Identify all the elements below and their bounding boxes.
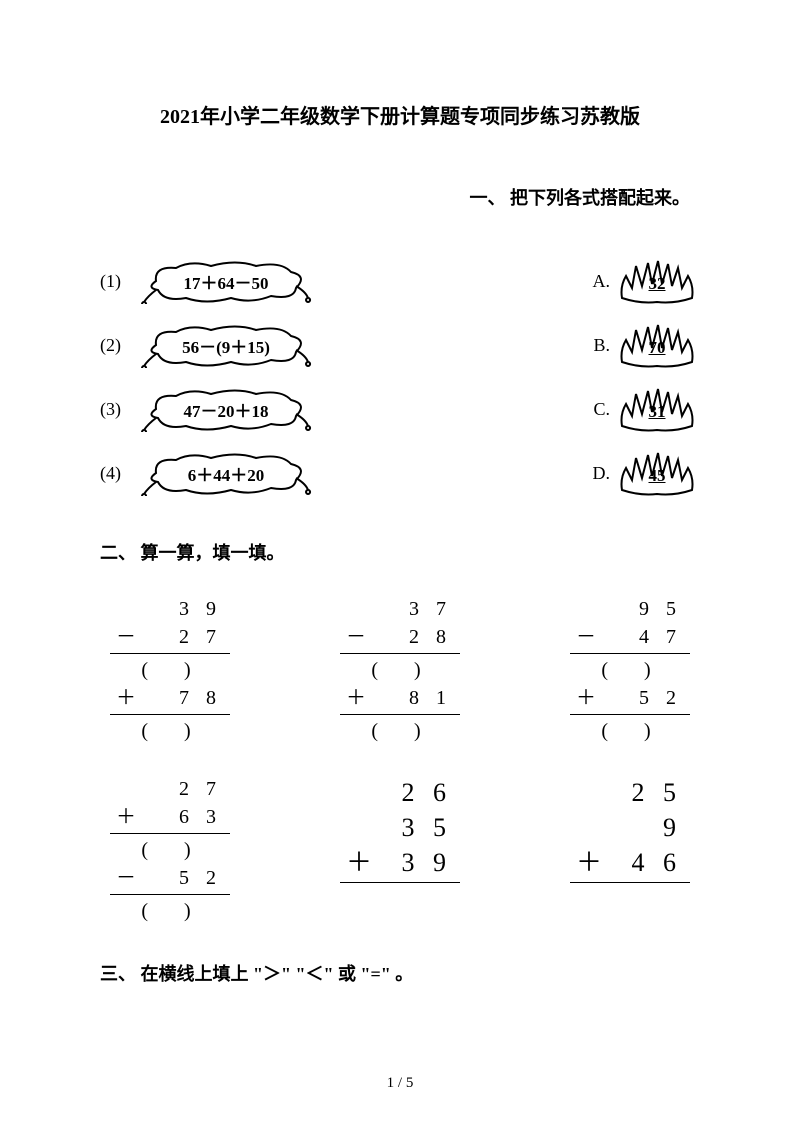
- calc-6: 2 5 9 ＋4 6: [570, 775, 690, 925]
- calc-2: 3 7 －2 8 ( ) ＋8 1 ( ): [340, 595, 460, 745]
- cloud-expr-1: 17＋64－50: [136, 258, 316, 304]
- grass-val-c: 31: [614, 402, 700, 422]
- match-row-4: (4) 6＋44＋20 D. 45: [100, 447, 700, 499]
- cloud-expr-2: 56－(9＋15): [136, 322, 316, 368]
- calc-4: 2 7 ＋6 3 ( ) －5 2 ( ): [110, 775, 230, 925]
- calc-row-1: 3 9 －2 7 ( ) ＋7 8 ( ) 3 7 －2 8 ( ) ＋8 1 …: [100, 595, 700, 745]
- calc-5: 2 6 3 5 ＋3 9: [340, 775, 460, 925]
- match-num-4: (4): [100, 463, 136, 484]
- section-1-heading: 一、 把下列各式搭配起来。: [100, 184, 700, 210]
- page-number: 1 / 5: [0, 1075, 800, 1092]
- section-3-heading: 三、 在横线上填上 "＞" "＜" 或 "=" 。: [100, 960, 700, 986]
- grass-val-d: 45: [614, 466, 700, 486]
- grass-val-b: 70: [614, 338, 700, 358]
- grass-val-a: 32: [614, 274, 700, 294]
- answer-label-d: D.: [593, 463, 611, 484]
- section-2-heading: 二、 算一算，填一填。: [100, 539, 700, 565]
- cloud-2: 56－(9＋15): [136, 322, 316, 368]
- page-title: 2021年小学二年级数学下册计算题专项同步练习苏教版: [100, 100, 700, 129]
- cloud-3: 47－20＋18: [136, 386, 316, 432]
- cloud-expr-3: 47－20＋18: [136, 386, 316, 432]
- match-row-2: (2) 56－(9＋15) B. 70: [100, 319, 700, 371]
- match-num-1: (1): [100, 271, 136, 292]
- grass-c: 31: [614, 386, 700, 432]
- answer-label-c: C.: [593, 399, 610, 420]
- calc-1: 3 9 －2 7 ( ) ＋7 8 ( ): [110, 595, 230, 745]
- match-num-3: (3): [100, 399, 136, 420]
- match-num-2: (2): [100, 335, 136, 356]
- matching-block: (1) 17＋64－50 A. 32 (2) 56－(9＋15) B.: [100, 255, 700, 499]
- cloud-1: 17＋64－50: [136, 258, 316, 304]
- calc-row-2: 2 7 ＋6 3 ( ) －5 2 ( ) 2 6 3 5 ＋3 9 2 5 9…: [100, 775, 700, 925]
- grass-b: 70: [614, 322, 700, 368]
- cloud-expr-4: 6＋44＋20: [136, 450, 316, 496]
- calc-3: 9 5 －4 7 ( ) ＋5 2 ( ): [570, 595, 690, 745]
- answer-label-a: A.: [593, 271, 611, 292]
- match-row-3: (3) 47－20＋18 C. 31: [100, 383, 700, 435]
- answer-label-b: B.: [593, 335, 610, 356]
- grass-d: 45: [614, 450, 700, 496]
- match-row-1: (1) 17＋64－50 A. 32: [100, 255, 700, 307]
- cloud-4: 6＋44＋20: [136, 450, 316, 496]
- grass-a: 32: [614, 258, 700, 304]
